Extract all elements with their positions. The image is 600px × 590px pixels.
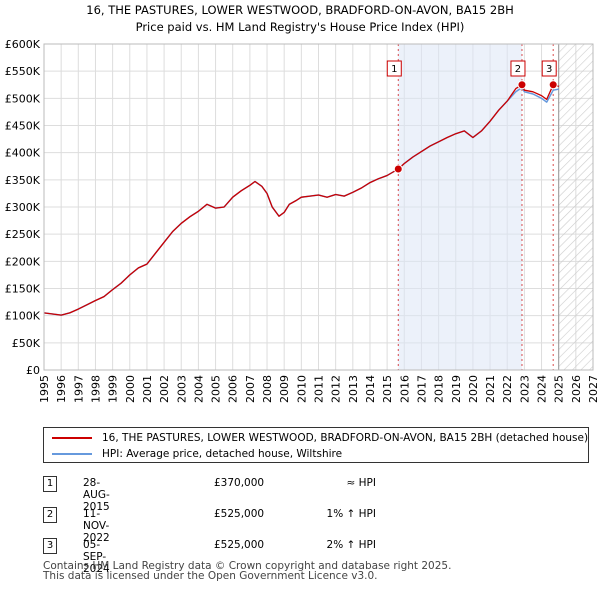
legend-item-property: 16, THE PASTURES, LOWER WESTWOOD, BRADFO…	[52, 430, 588, 446]
transaction-label-number: 2	[515, 64, 521, 75]
transaction-price: £525,000	[214, 508, 265, 520]
x-tick-label: 2016	[398, 375, 411, 403]
legend: 16, THE PASTURES, LOWER WESTWOOD, BRADFO…	[43, 427, 589, 463]
x-tick-label: 2002	[158, 375, 171, 403]
y-tick-label: £400K	[5, 147, 41, 160]
y-tick-label: £250K	[5, 228, 41, 241]
x-tick-label: 2012	[330, 375, 343, 403]
y-tick-label: £150K	[5, 283, 41, 296]
x-tick-label: 1995	[38, 375, 51, 403]
transaction-label-number: 3	[546, 64, 552, 75]
price-chart: 16, THE PASTURES, LOWER WESTWOOD, BRADFO…	[5, 3, 600, 403]
x-tick-label: 2007	[244, 375, 257, 403]
x-tick-label: 2025	[553, 375, 566, 403]
transaction-label-box	[541, 60, 557, 77]
x-tick-label: 2026	[570, 375, 583, 403]
y-tick-label: £200K	[5, 255, 41, 268]
y-tick-label: £500K	[5, 92, 41, 105]
legend-label-hpi: HPI: Average price, detached house, Wilt…	[102, 448, 343, 460]
plot-border	[43, 43, 594, 371]
y-tick-label: £0	[26, 364, 40, 377]
transaction-price: £525,000	[214, 539, 265, 551]
x-tick-label: 1998	[89, 375, 102, 403]
transaction-date: 05-SEP-2024	[83, 539, 110, 575]
legend-item-hpi: HPI: Average price, detached house, Wilt…	[52, 446, 342, 462]
y-tick-label: £600K	[5, 38, 41, 51]
transaction-date: 11-NOV-2022	[83, 508, 110, 544]
x-tick-label: 2018	[433, 375, 446, 403]
transaction-label-box	[510, 60, 526, 77]
transaction-number: 2	[43, 507, 57, 523]
x-tick-label: 2023	[518, 375, 531, 403]
y-tick-label: £450K	[5, 120, 41, 133]
transaction-hpi-note: 2% ↑ HPI	[326, 539, 376, 551]
x-tick-label: 2017	[415, 375, 428, 403]
footer-licence: This data is licensed under the Open Gov…	[43, 570, 378, 582]
x-tick-label: 1997	[72, 375, 85, 403]
chart-subtitle: Price paid vs. HM Land Registry's House …	[136, 20, 465, 34]
x-tick-label: 2011	[313, 375, 326, 403]
x-tick-label: 1999	[107, 375, 120, 403]
transaction-point	[393, 164, 403, 174]
transaction-label-number: 1	[391, 64, 397, 75]
transaction-number: 3	[43, 538, 57, 554]
y-tick-label: £100K	[5, 310, 41, 323]
x-tick-label: 2010	[295, 375, 308, 403]
x-tick-label: 2004	[192, 375, 205, 403]
transaction-point	[548, 80, 558, 90]
y-tick-label: £350K	[5, 174, 41, 187]
y-tick-label: £550K	[5, 65, 41, 78]
legend-label-property: 16, THE PASTURES, LOWER WESTWOOD, BRADFO…	[102, 432, 589, 444]
x-tick-label: 2000	[124, 375, 137, 403]
chart-title: 16, THE PASTURES, LOWER WESTWOOD, BRADFO…	[86, 3, 513, 17]
x-tick-label: 2014	[364, 375, 377, 403]
legend-swatch-hpi	[52, 453, 92, 455]
transaction-date: 28-AUG-2015	[83, 477, 110, 513]
x-tick-label: 2008	[261, 375, 274, 403]
x-tick-label: 2006	[227, 375, 240, 403]
x-tick-label: 2009	[278, 375, 291, 403]
x-tick-label: 2020	[467, 375, 480, 403]
x-tick-label: 2013	[347, 375, 360, 403]
x-tick-label: 2001	[141, 375, 154, 403]
transaction-point	[517, 80, 527, 90]
x-tick-label: 2019	[450, 375, 463, 403]
footer: Contains HM Land Registry data © Crown c…	[43, 560, 452, 582]
x-tick-label: 2027	[587, 375, 600, 403]
y-tick-label: £300K	[5, 201, 41, 214]
property-series-line	[43, 84, 559, 316]
x-tick-label: 2021	[484, 375, 497, 403]
forecast-region	[558, 44, 593, 370]
x-tick-label: 1996	[55, 375, 68, 403]
x-tick-label: 2003	[175, 375, 188, 403]
transaction-hpi-note: ≈ HPI	[346, 477, 376, 489]
x-tick-label: 2015	[381, 375, 394, 403]
transaction-label-box	[386, 60, 402, 77]
y-tick-label: £50K	[12, 337, 41, 350]
x-tick-label: 2024	[536, 375, 549, 403]
transaction-number: 1	[43, 476, 57, 492]
legend-swatch-property	[52, 437, 92, 439]
footer-copyright: Contains HM Land Registry data © Crown c…	[43, 560, 452, 572]
transaction-hpi-note: 1% ↑ HPI	[326, 508, 376, 520]
ownership-band	[398, 44, 522, 370]
x-tick-label: 2022	[501, 375, 514, 403]
x-tick-label: 2005	[210, 375, 223, 403]
transaction-price: £370,000	[214, 477, 265, 489]
